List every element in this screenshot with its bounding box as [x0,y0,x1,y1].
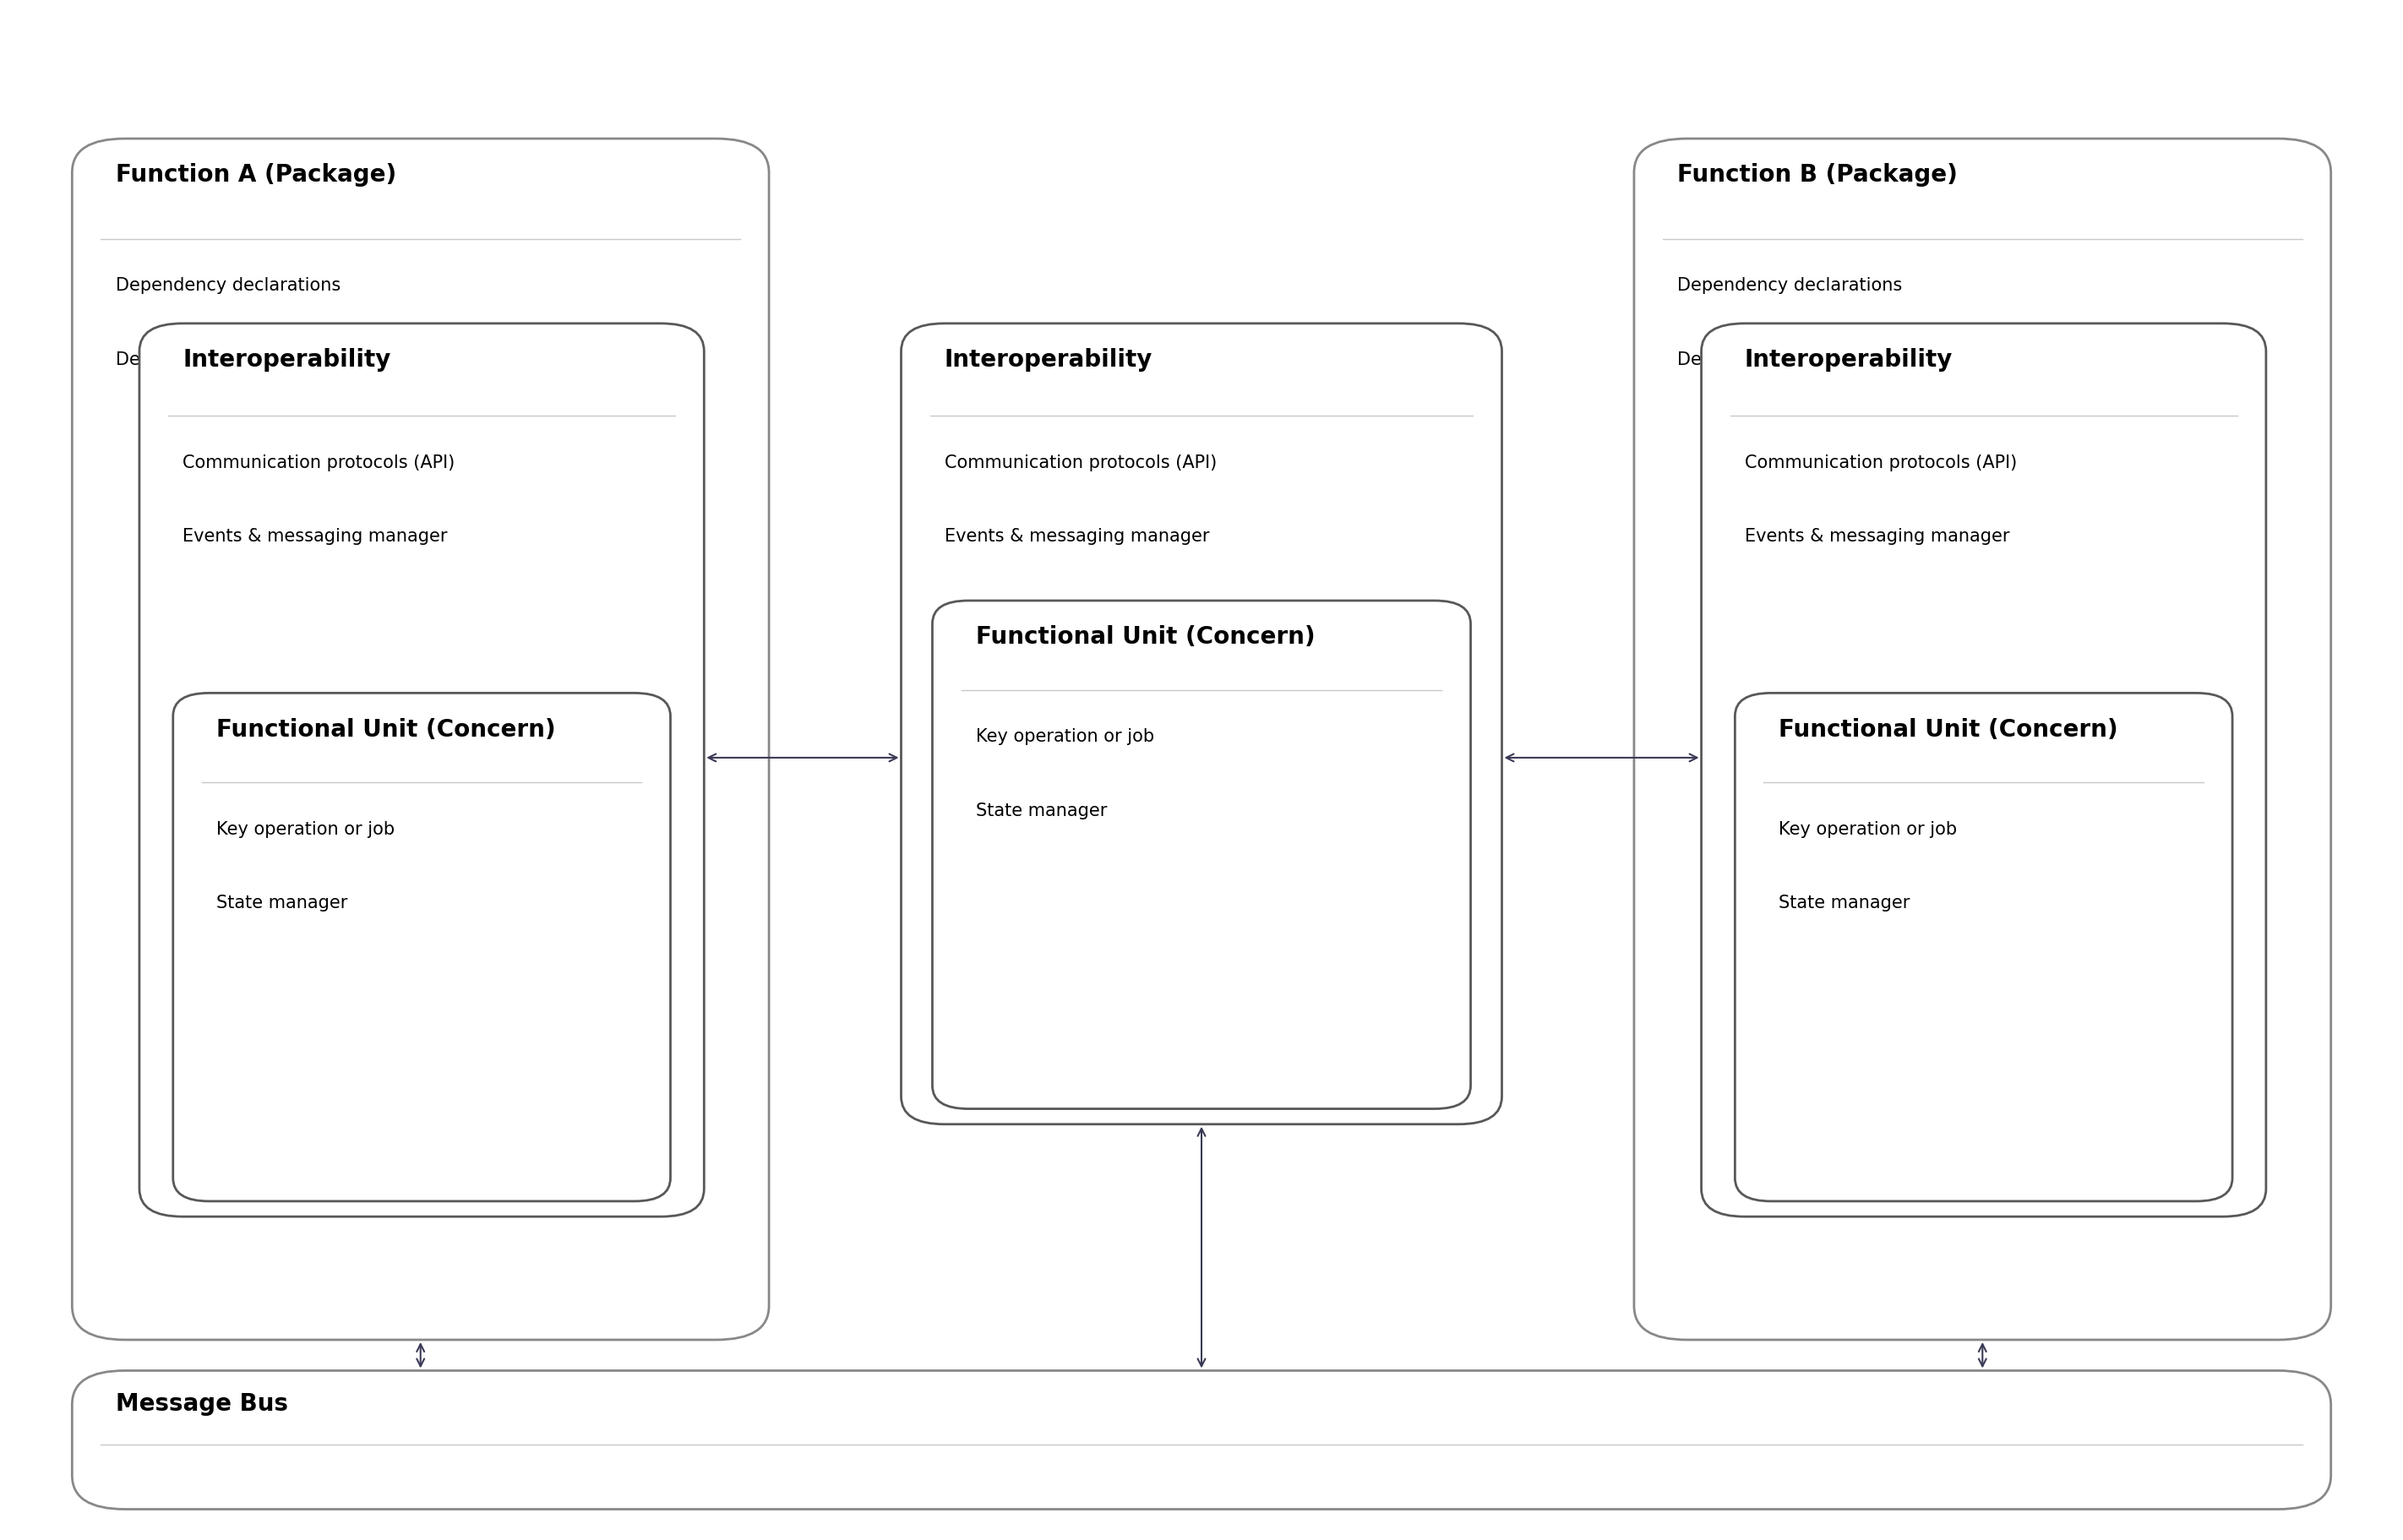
Text: Deployment compatibility: Deployment compatibility [115,351,344,368]
FancyBboxPatch shape [72,139,769,1340]
FancyBboxPatch shape [932,601,1471,1109]
FancyBboxPatch shape [72,1371,2331,1509]
Text: Events & messaging manager: Events & messaging manager [944,528,1209,545]
Text: Message Bus: Message Bus [115,1392,288,1415]
Text: Events & messaging manager: Events & messaging manager [183,528,447,545]
Text: Events & messaging manager: Events & messaging manager [1745,528,2009,545]
Text: Communication protocols (API): Communication protocols (API) [1745,454,2016,471]
FancyBboxPatch shape [901,323,1502,1124]
FancyBboxPatch shape [1634,139,2331,1340]
Text: Interoperability: Interoperability [944,348,1153,371]
Text: Communication protocols (API): Communication protocols (API) [944,454,1216,471]
Text: Function B (Package): Function B (Package) [1677,163,1958,186]
Text: State manager: State manager [1778,895,1910,912]
Text: Dependency declarations: Dependency declarations [115,277,341,294]
Text: Functional Unit (Concern): Functional Unit (Concern) [216,718,555,741]
FancyBboxPatch shape [173,693,670,1201]
Text: State manager: State manager [976,802,1108,819]
Text: Functional Unit (Concern): Functional Unit (Concern) [1778,718,2117,741]
Text: Key operation or job: Key operation or job [216,821,394,838]
Text: Communication protocols (API): Communication protocols (API) [183,454,454,471]
FancyBboxPatch shape [1735,693,2232,1201]
Text: Interoperability: Interoperability [183,348,392,371]
Text: Key operation or job: Key operation or job [1778,821,1956,838]
Text: Key operation or job: Key operation or job [976,728,1153,745]
Text: Functional Unit (Concern): Functional Unit (Concern) [976,625,1314,648]
Text: Function A (Package): Function A (Package) [115,163,396,186]
FancyBboxPatch shape [1701,323,2266,1217]
Text: Dependency declarations: Dependency declarations [1677,277,1903,294]
Text: Deployment compatibility: Deployment compatibility [1677,351,1906,368]
FancyBboxPatch shape [139,323,704,1217]
Text: State manager: State manager [216,895,348,912]
Text: Interoperability: Interoperability [1745,348,1954,371]
